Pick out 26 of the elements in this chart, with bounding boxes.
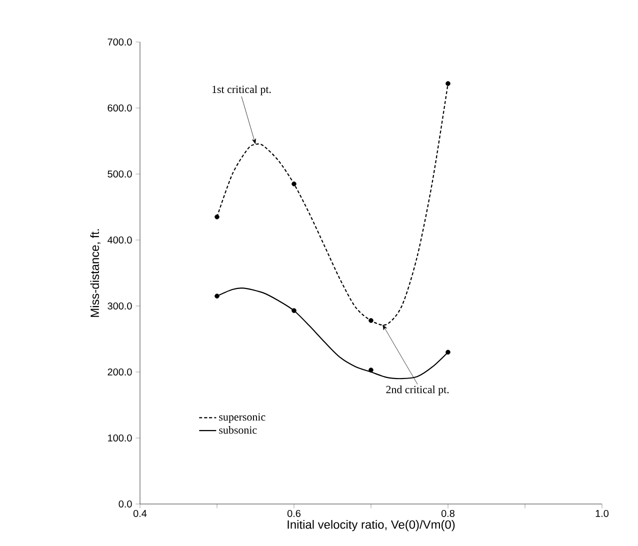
y-tick-label: 200.0 — [108, 368, 132, 376]
point — [368, 368, 374, 372]
point — [446, 350, 450, 355]
x-tick-label: 0.8 — [441, 510, 454, 517]
y-tick-label: 500.0 — [108, 170, 132, 178]
y-tick-label: 700.0 — [108, 38, 132, 46]
y-tick-label: 400.0 — [108, 236, 132, 244]
y-tick-label: 0.0 — [118, 500, 132, 508]
annotation: 1st critical pt. — [212, 85, 271, 96]
x-tick-label: 0.6 — [287, 510, 300, 517]
x-tick-label: 0.4 — [133, 510, 147, 517]
y-axis-title: Miss-distance, ft. — [90, 229, 100, 317]
legend-label: supersonic — [219, 413, 266, 423]
y-tick-label: 300.0 — [108, 302, 132, 310]
y-tick-label: 100.0 — [108, 434, 132, 442]
x-tick-label: 1.0 — [596, 510, 609, 517]
legend-label: subsonic — [219, 426, 257, 434]
point — [214, 294, 220, 298]
x-axis-title: Initial velocity ratio, Ve(0)/Vm(0) — [288, 520, 455, 532]
point — [368, 318, 374, 323]
point — [292, 308, 296, 314]
point — [214, 214, 220, 220]
y-tick-label: 600.0 — [108, 104, 132, 112]
point — [292, 182, 296, 186]
annotation: 2nd critical pt. — [386, 386, 449, 396]
point — [446, 81, 450, 86]
